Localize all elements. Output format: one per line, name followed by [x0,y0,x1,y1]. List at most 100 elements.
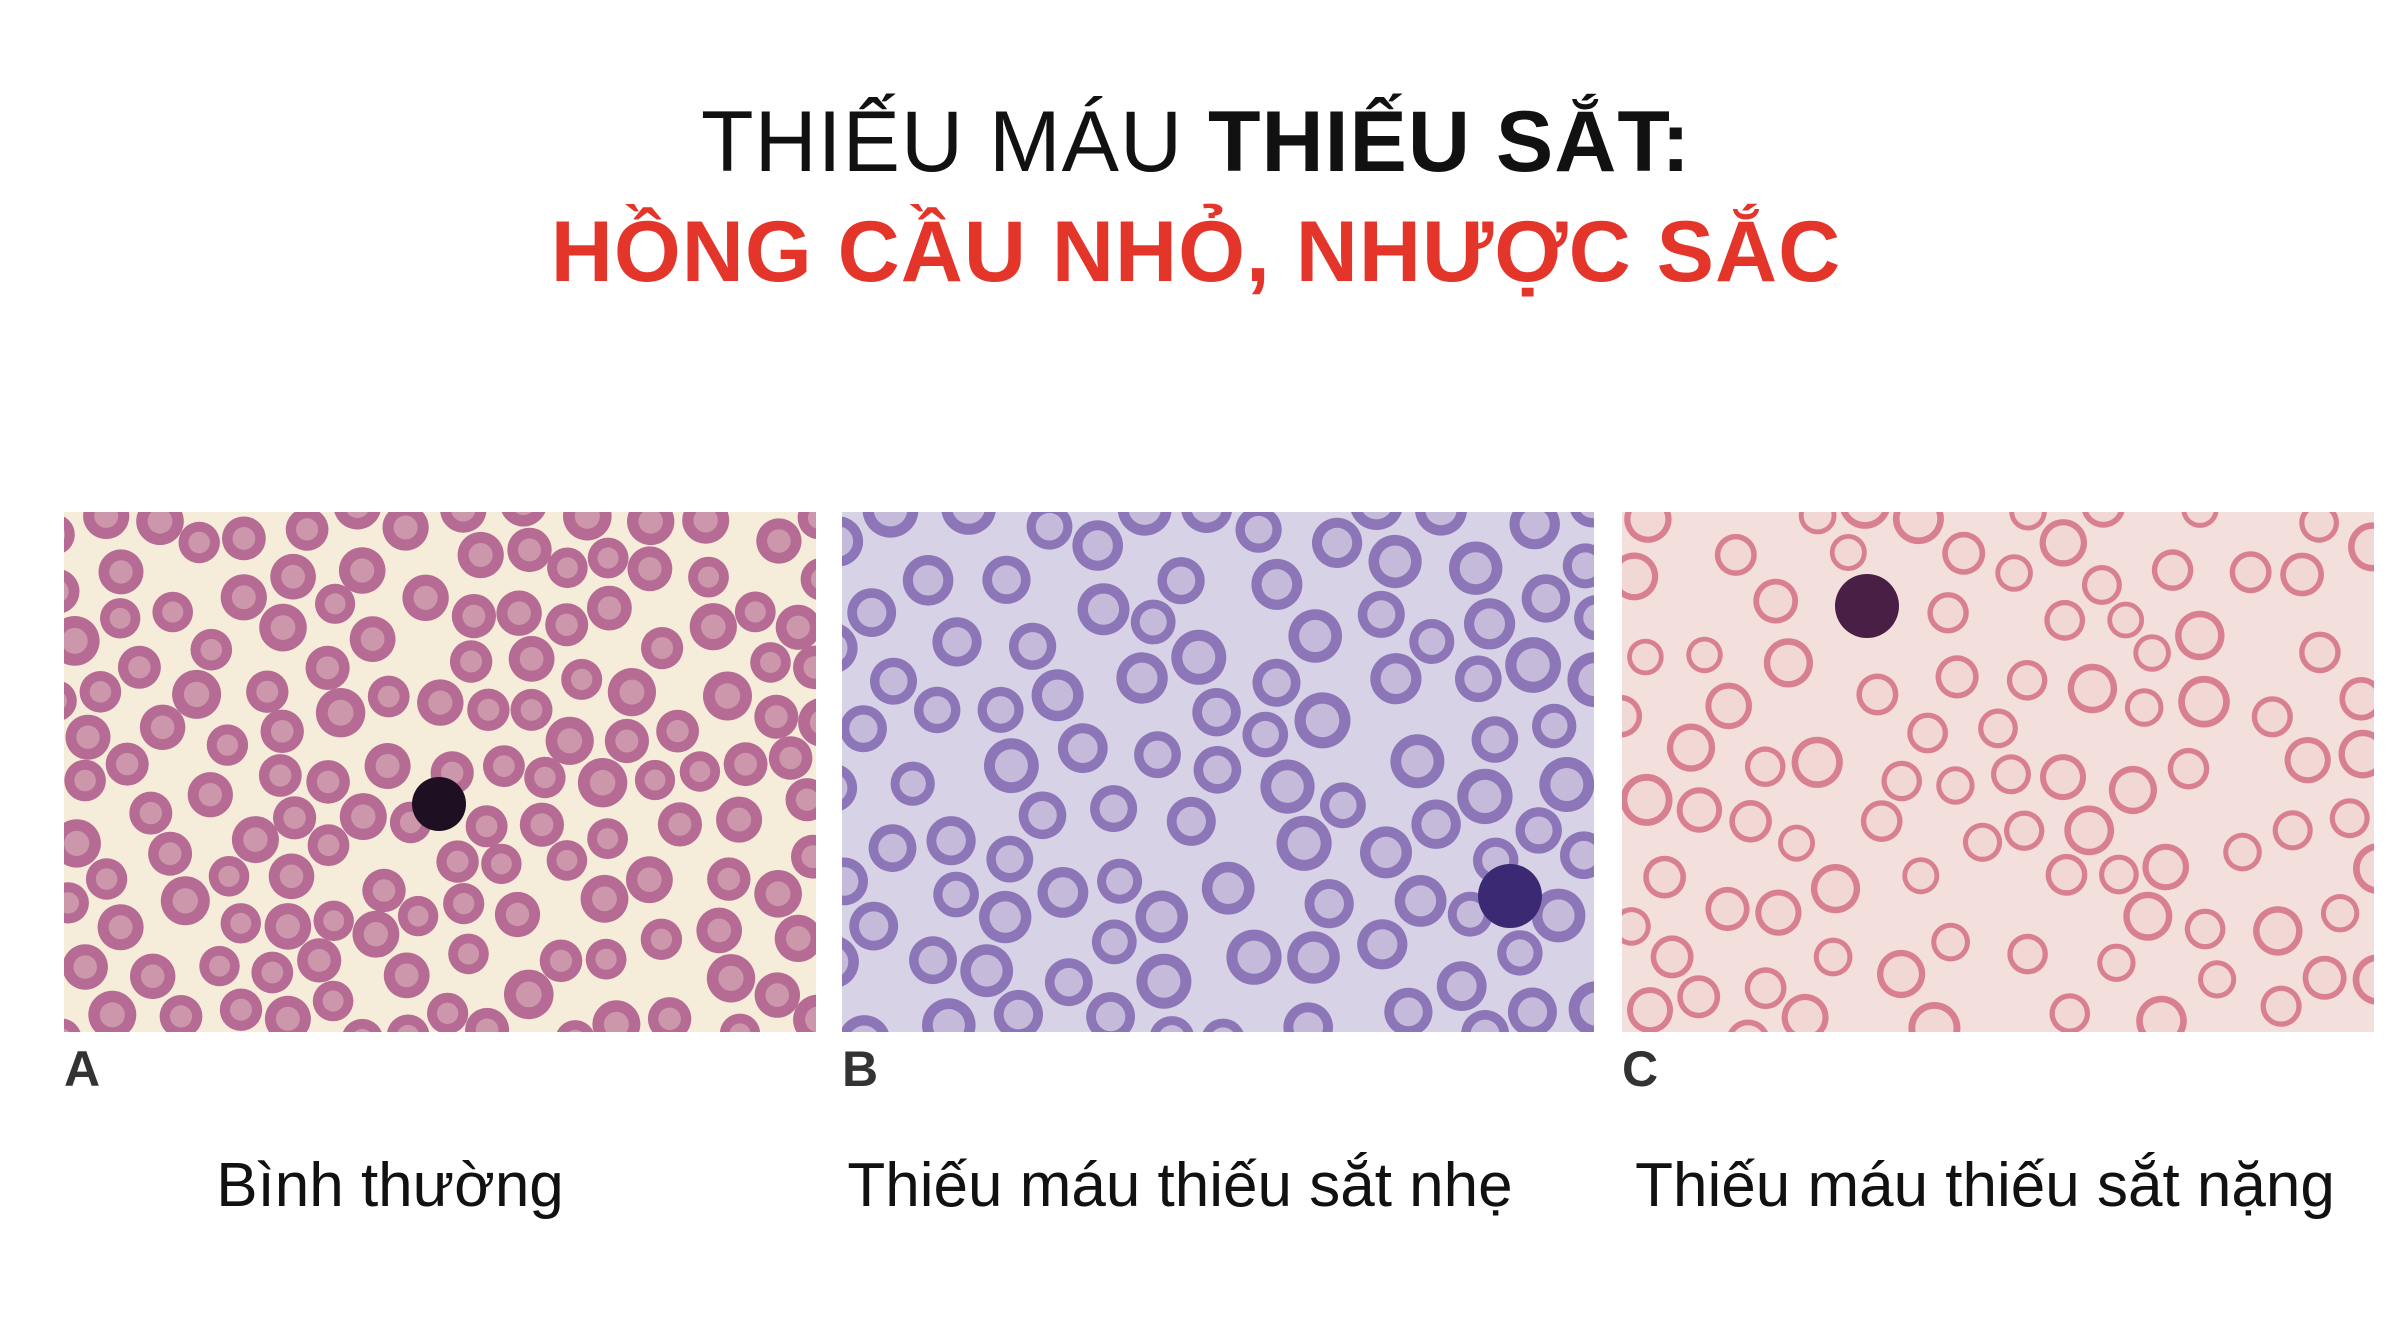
red-blood-cell [100,598,141,639]
red-blood-cell [1351,512,1402,531]
central-pallor [1314,888,1344,919]
central-pallor [767,529,791,553]
central-pallor [936,825,966,856]
central-pallor [1578,663,1594,697]
central-pallor [1834,538,1862,567]
central-pallor [942,627,972,657]
central-pallor [1571,552,1594,580]
central-pallor [95,868,118,890]
central-pallor [650,928,673,950]
central-pallor [323,910,345,932]
central-pallor [505,902,530,927]
central-pallor [1915,1008,1954,1032]
central-pallor [1770,644,1807,682]
central-pallor [2290,743,2325,778]
red-blood-cell [504,969,554,1020]
central-pallor [1531,583,1561,613]
central-pallor [2325,899,2355,928]
central-pallor [717,867,741,891]
red-blood-cell [64,944,108,990]
central-pallor [1401,745,1434,778]
central-pallor [1622,700,1637,732]
central-pallor [218,865,240,887]
central-pallor [1941,771,1970,800]
red-blood-cell [382,512,429,551]
red-blood-cell [508,636,555,682]
red-blood-cell [97,904,144,951]
red-blood-cell [65,714,111,760]
red-blood-cell [750,642,791,683]
red-blood-cell [436,840,479,883]
central-pallor [518,538,541,562]
central-pallor [256,680,279,703]
micrograph-panel-a [64,512,816,1032]
central-pallor [1261,569,1293,600]
central-pallor [468,543,493,567]
central-pallor [1787,1000,1823,1032]
central-pallor [714,683,741,709]
red-blood-cell [260,709,304,753]
central-pallor [188,531,210,554]
red-blood-cell [160,876,210,926]
central-pallor [1202,697,1231,727]
red-blood-cell [592,1000,641,1032]
red-blood-cell [465,1007,510,1032]
central-pallor [230,912,252,934]
central-pallor [842,776,848,800]
red-blood-cell [387,1014,430,1032]
central-pallor [842,636,848,660]
central-pallor [810,569,816,589]
central-pallor [1166,566,1196,595]
red-blood-cell [496,590,542,636]
red-blood-cell [98,549,144,595]
central-pallor [460,650,483,673]
central-pallor [1682,793,1717,827]
central-pallor [1297,941,1330,974]
central-pallor [1941,660,1974,693]
red-blood-cell [315,583,356,624]
central-pallor [2203,965,2232,994]
red-blood-cell [159,995,203,1032]
central-pallor [1237,940,1271,974]
central-pallor [2014,512,2042,526]
central-pallor [475,815,498,838]
central-pallor [765,983,790,1007]
central-pallor [1459,552,1492,585]
red-blood-cell [231,816,279,864]
central-pallor [918,945,948,975]
central-pallor [1262,668,1291,698]
central-pallor [1145,901,1178,933]
central-pallor [1519,512,1550,540]
central-pallor [1542,899,1575,932]
central-pallor [1405,885,1437,917]
central-pallor [475,1018,499,1032]
central-pallor [327,699,354,726]
central-pallor [2087,570,2117,600]
caption-normal: Bình thường [216,1151,564,1220]
central-pallor [1691,641,1718,669]
central-pallor [779,746,802,770]
central-pallor [718,965,744,991]
red-blood-cell [264,995,311,1032]
central-pallor [64,1028,70,1032]
central-pallor [1632,993,1668,1028]
central-pallor [1936,927,1965,957]
central-pallor [1761,895,1796,930]
central-pallor [2257,701,2288,732]
central-pallor [1143,740,1172,769]
red-blood-cell [641,627,684,670]
red-blood-cell [647,997,692,1032]
central-pallor [457,943,480,965]
red-blood-cell [449,640,493,683]
central-pallor [1367,600,1396,629]
central-pallor [666,720,689,743]
central-pallor [1648,861,1681,893]
central-pallor [2285,558,2319,591]
central-pallor [1018,632,1047,661]
central-pallor [270,615,296,640]
central-pallor [2228,837,2257,867]
central-pallor [2012,665,2043,696]
central-pallor [2190,913,2221,945]
central-pallor [2181,617,2219,654]
red-blood-cell [510,688,553,731]
